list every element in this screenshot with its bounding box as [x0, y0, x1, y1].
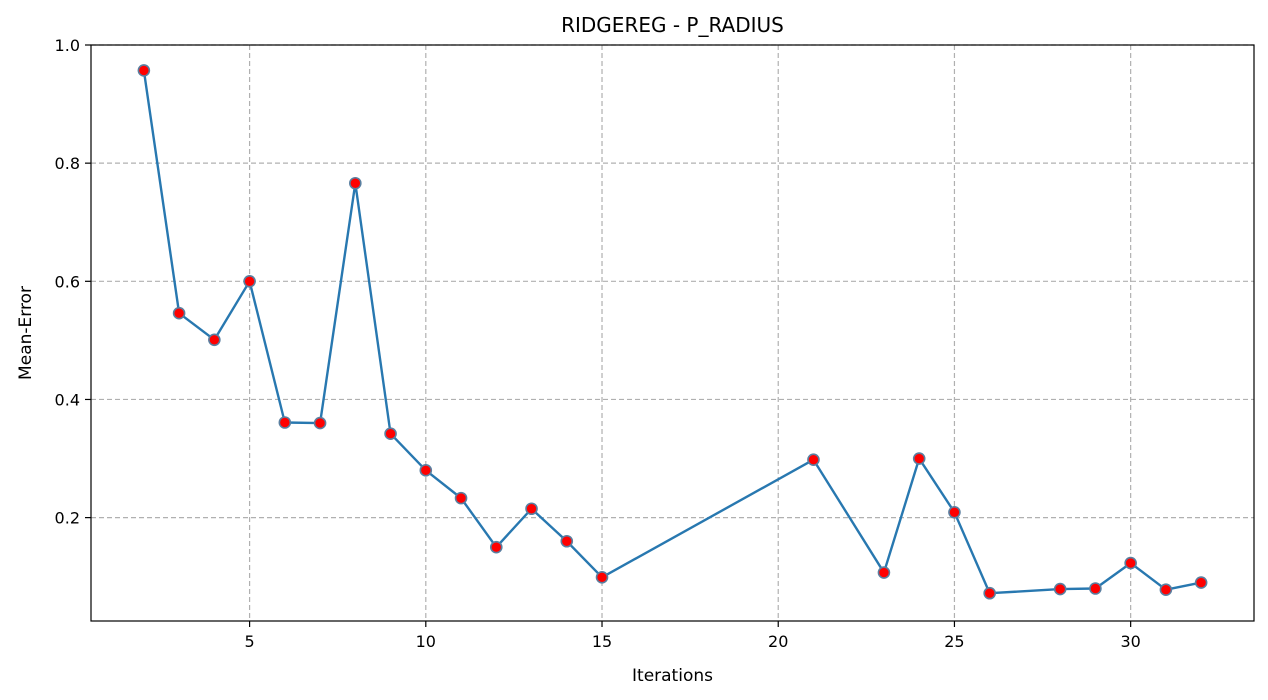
x-tick-label: 30	[1120, 632, 1140, 651]
data-point	[243, 275, 256, 288]
data-point	[208, 333, 221, 347]
data-point	[1089, 582, 1102, 595]
data-point	[983, 586, 996, 600]
data-point	[454, 491, 468, 505]
data-point	[419, 464, 433, 477]
series-layer	[137, 64, 1208, 600]
data-point	[489, 540, 503, 554]
data-point	[1194, 576, 1208, 589]
x-tick-label: 5	[244, 632, 254, 651]
data-point	[807, 453, 820, 467]
y-tick-label: 0.4	[55, 390, 80, 409]
data-point	[595, 570, 609, 584]
data-point	[912, 452, 926, 465]
data-point	[384, 427, 397, 441]
data-point	[172, 306, 186, 320]
chart-title: RIDGEREG - P_RADIUS	[561, 13, 784, 37]
y-tick-label: 0.2	[55, 509, 80, 528]
x-tick-label: 25	[944, 632, 964, 651]
data-point	[525, 502, 538, 516]
x-tick-label: 20	[768, 632, 788, 651]
y-tick-label: 1.0	[55, 36, 80, 55]
data-point	[948, 505, 961, 519]
plot-frame	[90, 44, 1255, 622]
data-point	[349, 176, 362, 190]
data-point	[560, 534, 574, 548]
data-point	[1053, 582, 1067, 596]
data-point	[313, 416, 327, 430]
y-axis-label: Mean-Error	[16, 286, 36, 380]
data-point	[1159, 583, 1173, 596]
y-tick-label: 0.6	[55, 272, 80, 291]
x-tick-label: 10	[416, 632, 436, 651]
data-point	[1124, 556, 1137, 570]
data-point	[877, 566, 891, 579]
x-tick-label: 15	[592, 632, 612, 651]
y-tick-label: 0.8	[55, 154, 80, 173]
data-point	[278, 416, 292, 429]
data-point	[137, 64, 151, 77]
axis-ticks: 5 10 15 20 25 30 0.2 0.4 0.6 0.8 1.0	[55, 36, 1141, 651]
x-axis-label: Iterations	[632, 666, 713, 686]
